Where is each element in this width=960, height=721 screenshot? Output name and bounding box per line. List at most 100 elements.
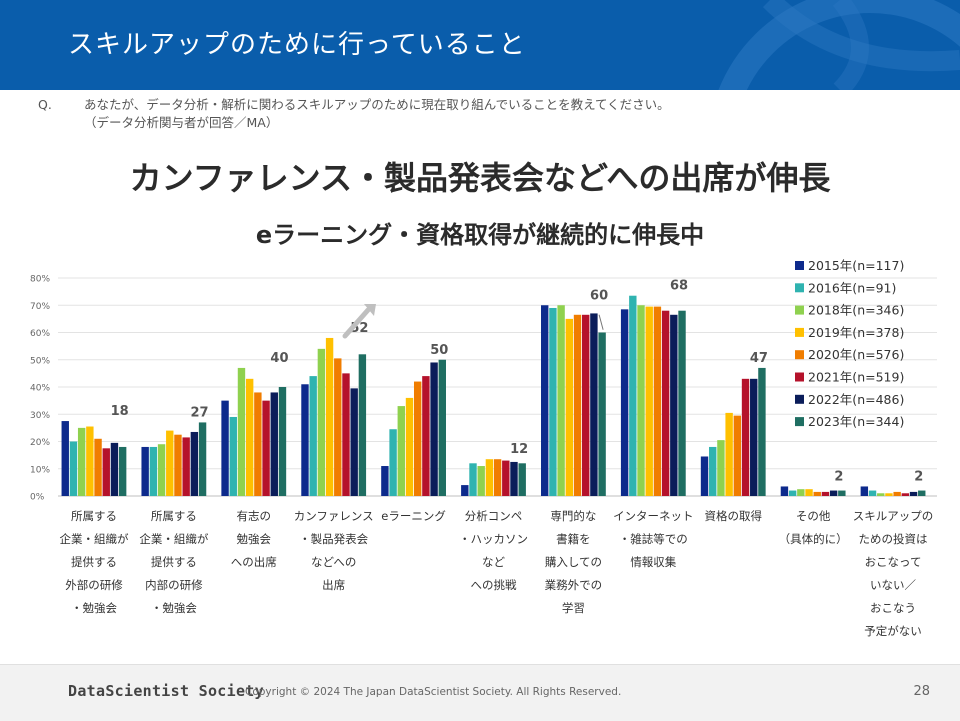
legend-swatch (795, 417, 804, 427)
legend-entry: 2021年(n=519) (808, 370, 904, 385)
bar (278, 387, 287, 496)
x-tick-label: 学習 (562, 601, 585, 615)
decorative-swirl (718, 0, 960, 90)
bar (198, 422, 207, 496)
header-bar: スキルアップのために行っていること (0, 0, 960, 90)
legend-swatch (795, 372, 804, 382)
data-label: 50 (430, 343, 448, 358)
legend-entry: 2020年(n=576) (808, 347, 904, 362)
x-tick-label: いない／ (870, 578, 916, 592)
legend-entry: 2019年(n=378) (808, 325, 904, 340)
bar (69, 441, 78, 496)
page-number: 28 (913, 684, 930, 699)
footer-copyright: Copyright © 2024 The Japan DataScientist… (245, 686, 622, 698)
y-tick-label: 50% (30, 356, 50, 366)
legend-entry: 2023年(n=344) (808, 414, 904, 429)
x-tick-label: ・製品発表会 (299, 532, 368, 546)
bar (797, 489, 805, 496)
trend-arrow (342, 307, 371, 339)
bar (829, 490, 838, 496)
bar (838, 490, 846, 496)
question-text: あなたが、データ分析・解析に関わるスキルアップのために現在取り組んでいることを教… (84, 97, 670, 112)
bar (381, 466, 389, 496)
x-tick-label: （具体的に） (779, 532, 848, 546)
question-note: （データ分析関与者が回答／MA） (84, 115, 279, 130)
bar (860, 486, 869, 496)
x-tick-label: 書籍を (556, 532, 591, 546)
bar (868, 490, 877, 496)
x-tick-label: 業務外での (545, 578, 603, 592)
x-tick-label: などへの (311, 555, 356, 569)
bar (254, 392, 262, 496)
legend-entry: 2018年(n=346) (808, 303, 904, 318)
bar (885, 493, 893, 496)
legend-entry: 2015年(n=117) (808, 258, 904, 273)
x-tick-label: など (482, 555, 505, 569)
survey-question: Q. あなたが、データ分析・解析に関わるスキルアップのために現在取り組んでいること… (38, 96, 670, 132)
y-tick-label: 20% (30, 438, 50, 448)
bar (182, 437, 190, 496)
data-label: 18 (111, 404, 129, 419)
bar (805, 489, 813, 496)
bar (725, 412, 733, 496)
data-label: 2 (914, 469, 923, 484)
data-label: 60 (590, 288, 608, 303)
bar (174, 434, 182, 496)
x-tick-label: への挑戦 (471, 578, 517, 592)
bar (709, 446, 717, 496)
x-tick-label: 内部の研修 (145, 578, 203, 592)
bar-chart: 0% 10% 20% 30% 40% 50% 60% 70% 80% 18 所属する企業・組織が提供… (30, 258, 937, 638)
x-tick-label: 提供する (151, 555, 197, 569)
x-tick-label: 予定がない (864, 624, 922, 638)
x-tick-label: 専門的な (550, 509, 596, 523)
legend-swatch (795, 283, 804, 293)
bar (141, 446, 149, 496)
bar (573, 314, 582, 496)
bar (557, 305, 565, 496)
x-tick-label: インターネット (613, 509, 694, 523)
data-label: 27 (191, 405, 209, 420)
bar (813, 491, 821, 496)
bar (918, 490, 926, 496)
bar (565, 318, 574, 496)
bar (670, 314, 678, 496)
footer-logo: DataScientist Society (68, 682, 264, 700)
bar (541, 305, 549, 496)
x-tick-label: その他 (796, 509, 831, 523)
x-tick-label: ・雑誌等での (619, 532, 688, 546)
legend-swatch (795, 261, 804, 270)
x-tick-label: ・勉強会 (71, 601, 117, 615)
bar (661, 310, 670, 496)
data-label: 68 (670, 279, 688, 294)
x-tick-label: 出席 (322, 578, 345, 592)
bar (229, 416, 237, 496)
headline-main: カンファレンス・製品発表会などへの出席が伸長 (129, 159, 831, 197)
x-tick-label: おこなう (870, 601, 916, 615)
bar (166, 430, 174, 496)
data-label: 47 (750, 351, 768, 366)
x-tick-label: eラーニング (381, 509, 446, 523)
legend-entry: 2022年(n=486) (808, 392, 904, 407)
x-tick-label: 分析コンペ (465, 509, 523, 523)
bar (549, 307, 557, 496)
bar (77, 427, 86, 496)
bar (325, 337, 334, 496)
bar (118, 446, 127, 496)
bar (909, 491, 918, 496)
bar (788, 490, 797, 496)
y-tick-label: 30% (30, 411, 50, 421)
bar (190, 431, 199, 496)
x-tick-label: 外部の研修 (65, 578, 123, 592)
bar (422, 376, 430, 496)
bar (221, 400, 229, 496)
question-mark: Q. (38, 97, 52, 112)
x-tick-label: への出席 (231, 555, 277, 569)
bar (270, 392, 278, 496)
legend-entry: 2016年(n=91) (808, 280, 896, 295)
bar (245, 378, 254, 496)
bar (893, 491, 901, 496)
bar (149, 446, 158, 496)
bar (61, 421, 69, 496)
bar (717, 440, 725, 496)
data-label: 2 (834, 469, 843, 484)
